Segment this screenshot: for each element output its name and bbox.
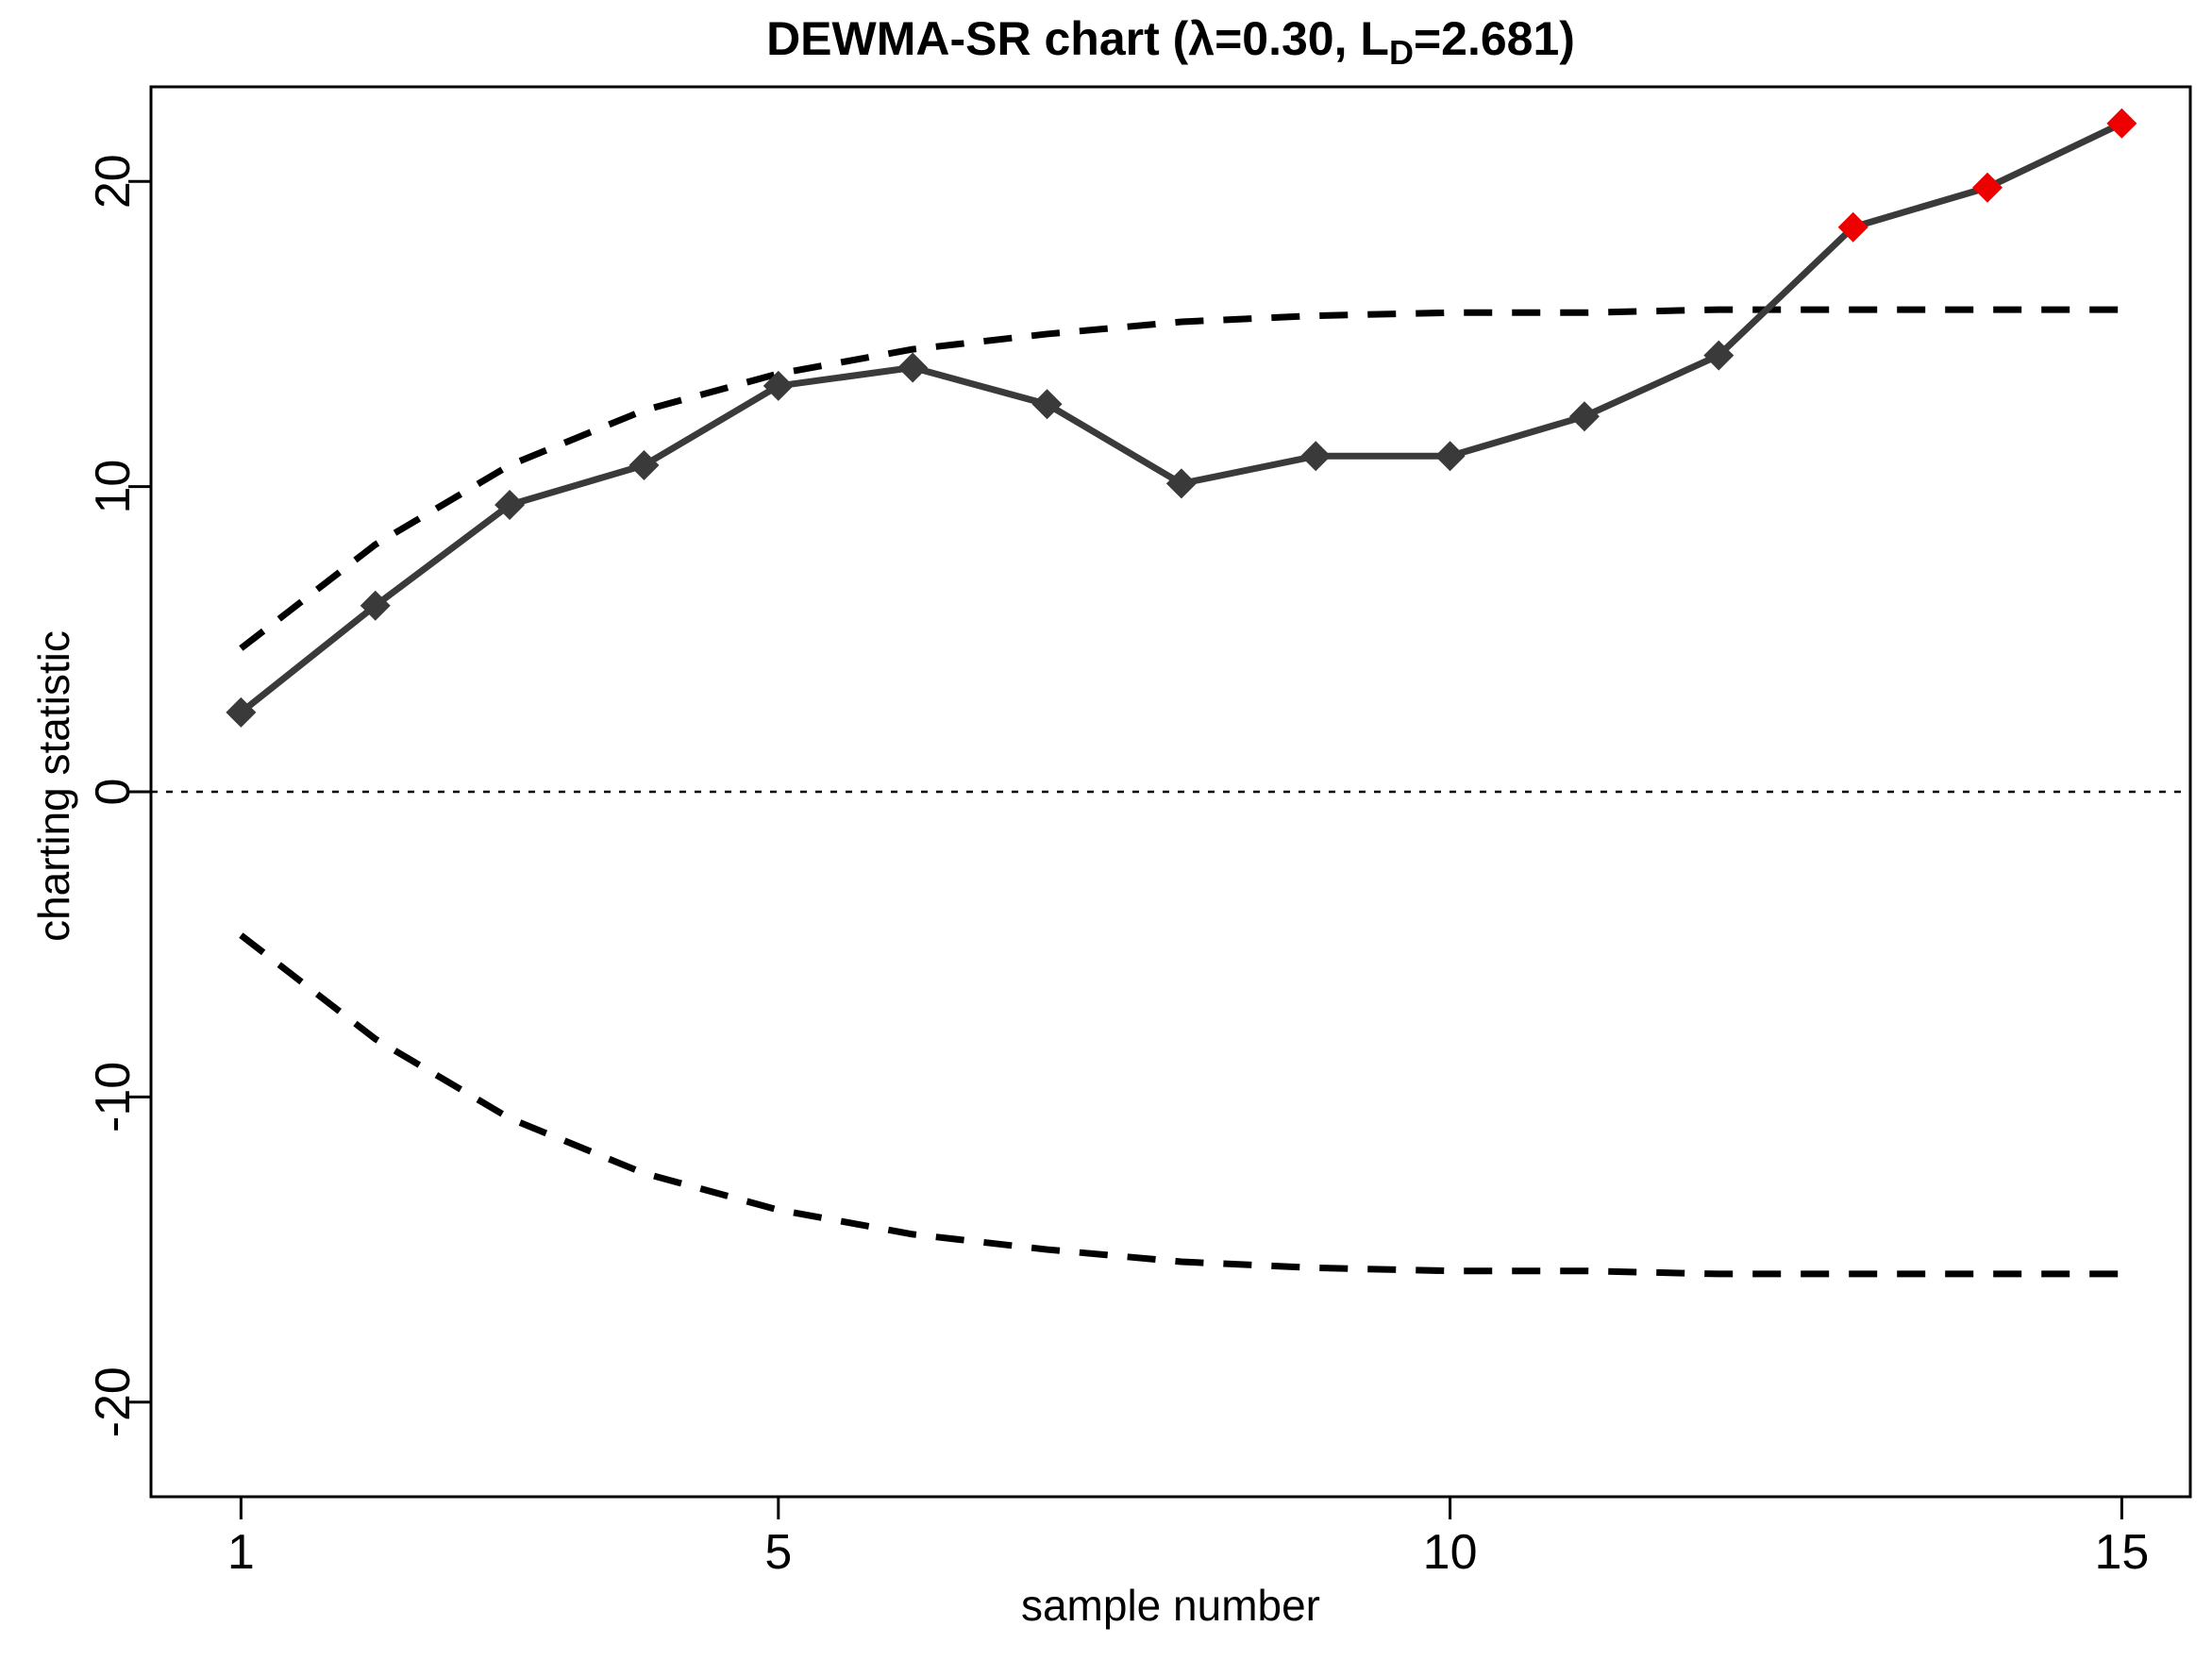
x-tick-label: 15 [2094,1525,2149,1580]
x-axis-title: sample number [1020,1581,1321,1630]
statistic-marker [1434,441,1466,472]
plot-frame [149,85,2192,1499]
statistic-marker [1568,401,1600,432]
chart-title-prefix: DEWMA-SR chart (λ=0.30, L [766,12,1389,65]
chart-title: DEWMA-SR chart (λ=0.30, LD=2.681) [151,11,2190,70]
out-of-control-marker [2106,108,2137,139]
statistic-marker [1031,389,1063,420]
lcl-line [239,932,2122,1278]
y-tick-label: 10 [86,460,141,514]
statistic-marker [762,370,794,401]
statistic-marker [494,490,526,521]
out-of-control-marker [1837,211,1868,243]
statistic-marker [360,590,391,621]
x-tick-label: 1 [227,1525,255,1580]
out-of-control-marker [1972,172,2003,203]
y-axis-title: charting statistic [29,630,78,942]
statistic-line [237,120,2125,716]
x-tick-label: 5 [764,1525,792,1580]
statistic-marker [1300,441,1332,472]
y-tick-label: 0 [86,779,141,806]
statistic-marker [897,352,929,383]
statistic-marker [1165,468,1197,499]
ucl-line [239,306,2122,651]
statistic-marker [226,696,257,728]
x-tick-label: 10 [1423,1525,1478,1580]
y-tick-label: 20 [86,154,141,209]
chart-title-subscript: D [1388,33,1414,73]
y-tick-label: -10 [86,1062,141,1132]
chart-title-suffix: =2.681) [1413,12,1575,65]
statistic-marker [628,449,660,480]
statistic-marker [1703,340,1734,371]
y-tick-label: -20 [86,1367,141,1437]
